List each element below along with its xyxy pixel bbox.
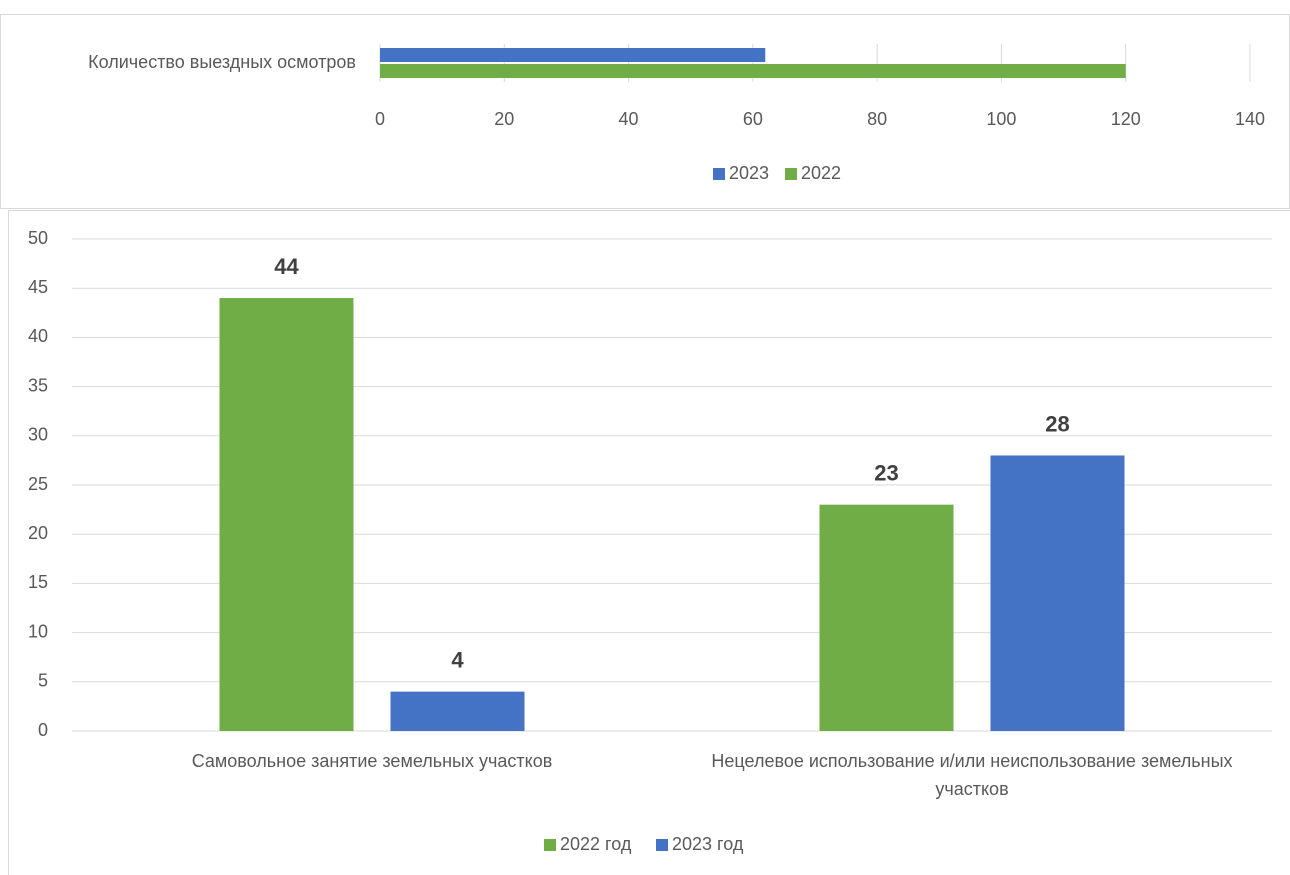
x-tick-label: 40 [619, 109, 639, 129]
data-label: 28 [1045, 411, 1069, 436]
data-label: 44 [274, 254, 299, 279]
legend-label: 2022 [801, 163, 841, 183]
bar [219, 298, 354, 731]
legend-swatch [544, 839, 556, 851]
legend-swatch [713, 168, 725, 180]
bar [990, 455, 1125, 731]
legend-swatch [785, 168, 797, 180]
x-tick-label: 0 [375, 109, 385, 129]
bottom-chart-frame [8, 210, 1290, 875]
y-tick-label: 40 [28, 326, 48, 346]
x-tick-label: Самовольное занятие земельных участков [191, 751, 553, 771]
bar [380, 64, 1126, 78]
legend-swatch [656, 839, 668, 851]
y-tick-label: 0 [38, 720, 48, 740]
bar [380, 48, 766, 62]
x-tick-label: 100 [986, 109, 1016, 129]
bar [819, 504, 954, 731]
top-chart-frame [0, 14, 1290, 209]
legend-label: 2022 год [560, 834, 632, 854]
x-tick-label: 120 [1111, 109, 1141, 129]
data-label: 23 [874, 460, 898, 485]
y-tick-label: 50 [28, 228, 48, 248]
legend-label: 2023 [729, 163, 769, 183]
y-tick-label: 5 [38, 671, 48, 691]
data-label: 4 [451, 647, 464, 672]
y-tick-label: 20 [28, 523, 48, 543]
y-tick-label: 30 [28, 425, 48, 445]
bar [390, 691, 525, 731]
y-tick-label: 10 [28, 621, 48, 641]
y-tick-label: 25 [28, 474, 48, 494]
y-tick-label: 35 [28, 375, 48, 395]
x-tick-label: 20 [494, 109, 514, 129]
x-tick-label: Нецелевое использование и/или неиспользо… [711, 751, 1233, 799]
y-tick-label: 15 [28, 572, 48, 592]
x-tick-label: 60 [743, 109, 763, 129]
legend-label: 2023 год [672, 834, 744, 854]
y-tick-label: 45 [28, 277, 48, 297]
x-tick-label: 140 [1235, 109, 1265, 129]
y-tick-label: Количество выездных осмотров [88, 52, 356, 72]
x-tick-label: 80 [867, 109, 887, 129]
